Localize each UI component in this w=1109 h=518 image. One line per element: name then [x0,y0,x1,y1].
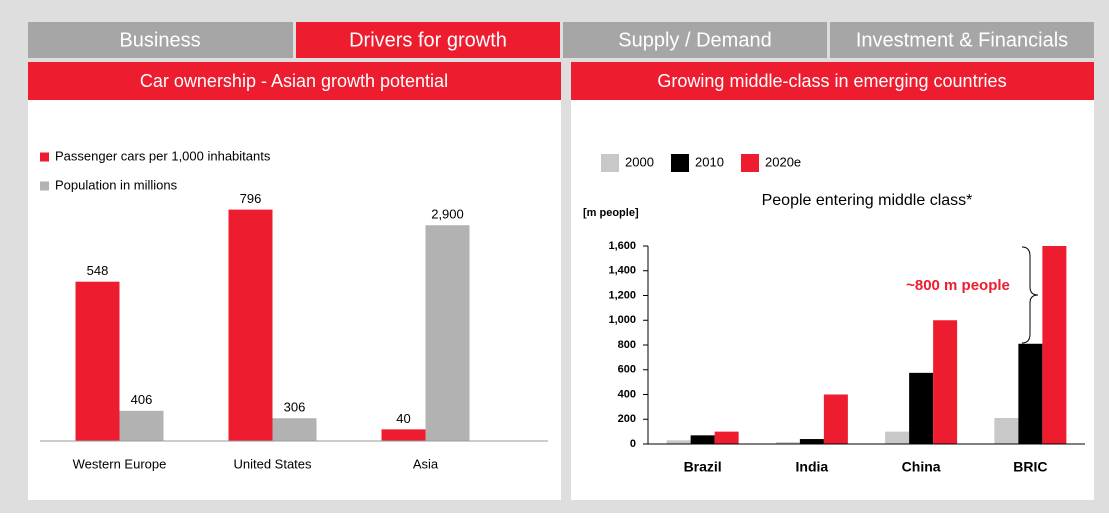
bar [885,431,910,444]
y-tick-label: 0 [630,438,636,450]
x-tick-label: Asia [413,456,439,471]
bar [775,442,800,444]
y-tick-label: 600 [618,364,636,376]
bar [994,418,1019,444]
tab[interactable] [28,22,293,58]
tab-label[interactable]: Investment & Financials [856,29,1068,51]
legend-swatch [741,154,759,172]
tab-label[interactable]: Supply / Demand [618,29,771,51]
tab-active[interactable] [296,22,560,58]
bar [666,440,691,444]
bar [75,281,120,441]
bar [1018,343,1043,444]
legend-label: 2010 [695,154,724,169]
tab-label[interactable]: Business [119,29,200,51]
legend-label: Passenger cars per 1,000 inhabitants [55,148,271,163]
panel-title: Growing middle-class in emerging countri… [657,71,1006,91]
bar [425,225,470,441]
x-tick-label: Brazil [684,459,722,475]
y-tick-label: 1,600 [608,240,636,252]
chart-subtitle: People entering middle class* [762,192,973,209]
panel-header [28,62,561,100]
y-tick-label: 1,200 [608,289,636,301]
data-label: 406 [131,392,153,407]
y-tick-label: 1,400 [608,265,636,277]
tab-label[interactable]: Drivers for growth [349,29,507,51]
brace [1021,246,1039,344]
tab[interactable] [830,22,1094,58]
y-tick-label: 200 [618,413,636,425]
y-tick-label: 800 [618,339,636,351]
bar [272,418,317,441]
bar [690,435,715,444]
bar [933,320,958,444]
tab[interactable] [563,22,827,58]
x-tick-label: United States [233,456,312,471]
y-tick-label: 1,000 [608,314,636,326]
y-tick-label: 400 [618,388,636,400]
bar [714,431,739,444]
bar [381,429,426,441]
legend-label: 2000 [625,154,654,169]
legend-swatch [601,154,619,172]
y-axis-label: [m people] [583,207,639,219]
panel-title: Car ownership - Asian growth potential [140,71,448,91]
data-label: 2,900 [431,207,464,222]
legend-swatch [40,152,49,162]
legend-swatch [671,154,689,172]
annotation: ~800 m people [906,277,1010,294]
bar [228,209,273,441]
bar [799,439,824,444]
legend-label: 2020e [765,154,801,169]
bar [1042,246,1067,444]
data-label: 306 [284,400,306,415]
panel-header [571,62,1094,100]
bar [909,372,934,444]
bar [119,410,164,441]
x-tick-label: Western Europe [73,456,167,471]
data-label: 40 [396,411,410,426]
x-tick-label: BRIC [1013,459,1047,475]
x-tick-label: China [902,459,941,475]
data-label: 548 [87,263,109,278]
data-label: 796 [240,191,262,206]
legend-label: Population in millions [55,177,178,192]
bar [823,394,848,444]
legend-swatch [40,181,49,191]
x-tick-label: India [796,459,829,475]
